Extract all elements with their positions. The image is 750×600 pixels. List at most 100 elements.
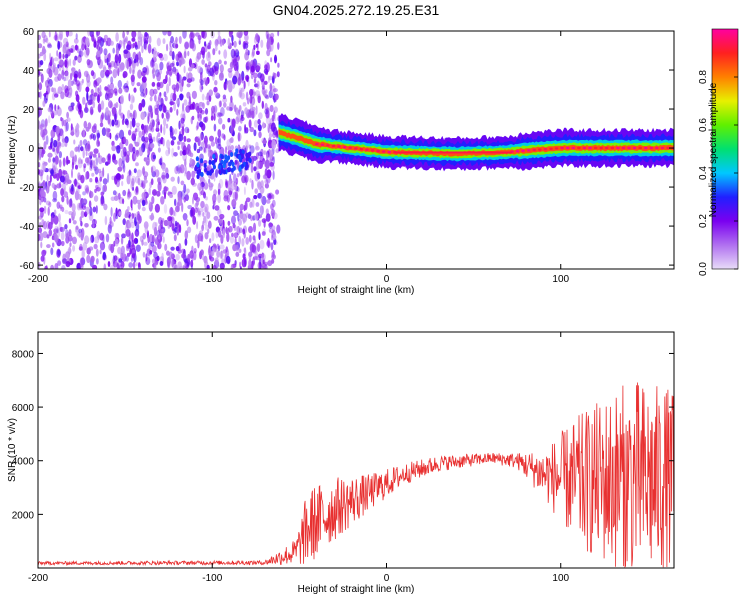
noise-speck <box>90 255 95 263</box>
noise-speck <box>179 93 184 101</box>
noise-speck <box>79 48 82 58</box>
noise-speck <box>254 256 260 261</box>
noise-speck <box>133 58 137 64</box>
noise-speck <box>174 128 178 135</box>
noise-speck <box>93 195 99 202</box>
noise-speck <box>175 36 178 44</box>
noise-speck <box>162 38 166 45</box>
blob-speck <box>218 169 222 175</box>
noise-speck <box>87 99 93 106</box>
noise-speck <box>165 173 170 179</box>
noise-speck <box>75 225 79 230</box>
noise-speck <box>121 155 125 165</box>
noise-speck <box>77 193 82 200</box>
noise-speck <box>50 264 54 269</box>
noise-speck <box>253 72 259 79</box>
noise-speck <box>217 31 221 37</box>
noise-speck <box>198 230 204 237</box>
noise-speck <box>44 80 49 86</box>
noise-speck <box>41 31 46 39</box>
noise-speck <box>38 221 42 229</box>
noise-speck <box>207 151 211 158</box>
noise-speck <box>91 34 95 42</box>
blob-speck <box>223 159 227 165</box>
noise-speck <box>43 141 47 150</box>
noise-speck <box>189 250 194 259</box>
noise-speck <box>98 168 102 174</box>
noise-speck <box>129 103 134 111</box>
noise-speck <box>52 190 58 201</box>
noise-speck <box>42 38 46 44</box>
noise-speck <box>208 89 213 97</box>
noise-speck <box>166 70 170 76</box>
signal-peak <box>315 142 319 146</box>
noise-speck <box>266 49 271 57</box>
noise-speck <box>197 182 203 191</box>
noise-speck <box>69 242 72 248</box>
noise-speck <box>172 261 177 269</box>
noise-speck <box>221 39 225 46</box>
noise-speck <box>100 100 105 110</box>
noise-speck <box>132 186 134 191</box>
noise-speck <box>137 177 141 186</box>
noise-speck <box>274 54 277 64</box>
snr-frame <box>37 331 675 569</box>
noise-speck <box>107 115 111 125</box>
noise-speck <box>242 213 247 223</box>
noise-speck <box>86 59 91 66</box>
blob-speck <box>210 168 214 174</box>
noise-speck <box>195 207 199 213</box>
noise-speck <box>171 185 177 195</box>
noise-speck <box>45 37 49 44</box>
noise-speck <box>161 174 166 179</box>
noise-speck <box>175 99 179 105</box>
noise-speck <box>72 105 74 111</box>
noise-speck <box>118 87 123 94</box>
noise-speck <box>151 57 154 67</box>
noise-speck <box>164 191 166 200</box>
noise-speck <box>159 61 164 71</box>
noise-speck <box>115 66 119 74</box>
noise-speck <box>129 120 132 130</box>
noise-speck <box>174 166 179 175</box>
noise-speck <box>187 72 193 80</box>
noise-speck <box>214 205 220 211</box>
noise-speck <box>115 207 118 217</box>
noise-speck <box>177 164 181 175</box>
noise-speck <box>162 31 168 36</box>
signal-peak <box>604 146 609 150</box>
noise-speck <box>68 86 73 96</box>
noise-speck <box>78 50 84 57</box>
noise-speck <box>248 119 252 129</box>
noise-speck <box>190 177 195 186</box>
noise-speck <box>121 174 124 180</box>
noise-speck <box>231 130 235 137</box>
noise-speck <box>181 126 185 136</box>
noise-speck <box>245 61 251 71</box>
noise-speck <box>197 111 200 119</box>
noise-speck <box>111 119 115 127</box>
signal-peak <box>521 149 525 153</box>
noise-speck <box>135 211 139 222</box>
noise-speck <box>83 163 87 169</box>
noise-speck <box>38 34 41 40</box>
noise-speck <box>94 176 99 183</box>
noise-speck <box>203 160 208 165</box>
noise-speck <box>261 205 264 214</box>
noise-speck <box>207 51 211 59</box>
noise-speck <box>169 194 174 198</box>
noise-speck <box>131 37 136 42</box>
noise-speck <box>214 80 218 86</box>
x-tick-label: 0 <box>384 274 390 285</box>
noise-speck <box>112 260 118 268</box>
noise-speck <box>43 250 47 255</box>
noise-speck <box>80 159 83 165</box>
noise-speck <box>92 220 95 229</box>
noise-speck <box>262 174 268 180</box>
noise-speck <box>184 41 190 49</box>
noise-speck <box>268 222 274 227</box>
noise-speck <box>210 141 215 147</box>
noise-speck <box>227 220 231 226</box>
noise-speck <box>240 31 243 36</box>
noise-speck <box>214 66 219 76</box>
